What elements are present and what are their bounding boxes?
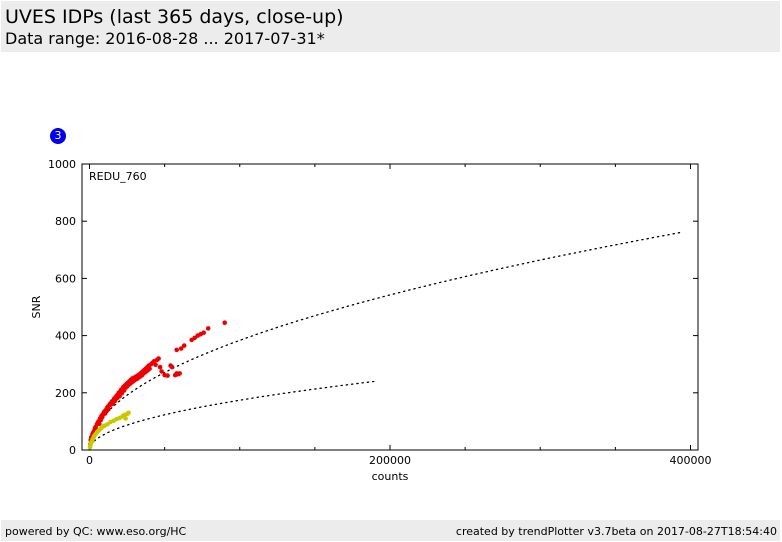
footer-credit: powered by QC: www.eso.org/HC [5, 525, 187, 538]
page-title: UVES IDPs (last 365 days, close-up) [5, 6, 344, 28]
data-point-red [201, 330, 206, 336]
footer-generator: created by trendPlotter v3.7beta on 2017… [455, 525, 777, 538]
data-point-yellow [123, 416, 128, 421]
data-point-red [157, 364, 163, 370]
data-point-red [153, 362, 158, 368]
data-point-red [97, 421, 102, 427]
data-point-red [159, 369, 164, 374]
data-point-red [106, 407, 111, 412]
y-tick-label: 200 [55, 387, 76, 400]
data-point-red [156, 356, 161, 361]
reference-curve [88, 380, 376, 451]
y-tick-label: 800 [55, 215, 76, 228]
y-tick-label: 600 [55, 272, 76, 285]
y-tick-label: 0 [69, 444, 76, 457]
data-point-red [177, 371, 182, 376]
data-point-red [222, 320, 227, 326]
data-point-red [205, 326, 211, 331]
plot-frame [81, 163, 699, 451]
x-tick-label: 400000 [669, 454, 711, 467]
header-bar: UVES IDPs (last 365 days, close-up) Data… [1, 1, 780, 52]
reference-curve [88, 231, 684, 451]
data-point-red [147, 366, 152, 372]
data-point-red [174, 347, 179, 353]
y-tick-label: 1000 [48, 158, 76, 171]
y-axis-label: SNR [30, 295, 43, 318]
data-point-red [165, 373, 170, 378]
plot-number-badge: 3 [50, 128, 66, 144]
data-point-red [178, 346, 184, 351]
y-tick-label: 400 [55, 330, 76, 343]
plot-inner-label: REDU_760 [89, 170, 147, 183]
x-axis-label: counts [372, 470, 409, 483]
x-tick-label: 200000 [369, 454, 411, 467]
data-point-yellow [126, 410, 131, 416]
data-point-red [169, 364, 175, 370]
page-subtitle: Data range: 2016-08-28 ... 2017-07-31* [5, 29, 325, 48]
x-tick-label: 0 [86, 454, 93, 467]
data-point-red [181, 343, 187, 348]
footer-bar: powered by QC: www.eso.org/HC created by… [1, 520, 780, 541]
